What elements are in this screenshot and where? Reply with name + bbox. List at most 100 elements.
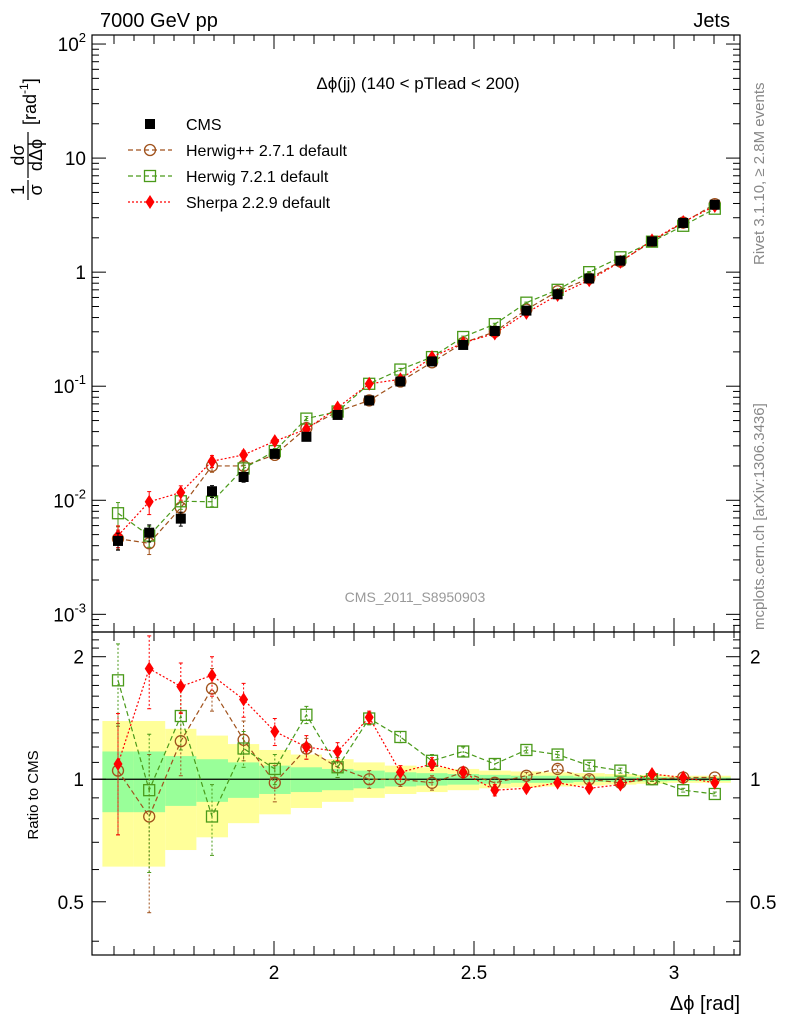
main-y-tick-label: 10-2	[53, 486, 86, 512]
y-tick-base: 10	[53, 377, 74, 398]
legend-marker-sherpa	[145, 195, 155, 209]
chart-title: Δϕ(jj) (140 < pTlead < 200)	[316, 74, 519, 93]
main-y-tick-label: 1	[75, 263, 86, 284]
h7-ratio-point	[268, 762, 281, 776]
main-ylabel: 1 σ dσ dΔϕ [rad-1]	[8, 78, 46, 200]
hpp-ratio-point	[425, 776, 439, 789]
h7-ratio-point	[457, 745, 470, 758]
main-y-tick-label: 10-1	[53, 372, 86, 398]
hpp-ratio-point	[363, 773, 376, 786]
cms-point	[207, 486, 217, 497]
ylabel-dden: dΔϕ	[26, 139, 46, 171]
svg-text:[rad-1]: [rad-1]	[17, 78, 40, 125]
inner-band-bin	[165, 756, 197, 806]
rivet-label: Rivet 3.1.10, ≥ 2.8M events	[751, 83, 768, 266]
sherpa-ratio-point	[458, 765, 468, 780]
h7-ratio-point	[488, 757, 501, 771]
sherpa-ratio-point	[678, 770, 688, 785]
y-tick-exp: -1	[74, 372, 86, 387]
main-y-tick-label: 102	[58, 30, 86, 56]
sherpa-line	[117, 205, 716, 537]
y-tick-exp: -3	[74, 600, 86, 615]
sherpa-point	[176, 485, 186, 500]
sherpa-ratio-point	[207, 668, 217, 683]
sherpa-ratio-point	[584, 781, 594, 796]
ratio-y-tick-label-right: 0.5	[750, 893, 776, 914]
ratio-ylabel: Ratio to CMS	[25, 750, 42, 839]
legend-label-h7: Herwig 7.2.1 default	[186, 169, 329, 186]
cms-point	[647, 236, 657, 247]
header-left: 7000 GeV pp	[100, 10, 218, 32]
cms-point	[301, 431, 312, 442]
cms-point	[584, 273, 595, 284]
cms-point	[364, 395, 375, 406]
sherpa-point	[239, 447, 249, 462]
hpp-point	[363, 394, 376, 407]
cms-point	[113, 535, 123, 546]
x-tick-label: 2.5	[461, 963, 487, 984]
analysis-id: CMS_2011_S8950903	[345, 589, 486, 605]
h7-ratio-point	[174, 709, 187, 723]
ratio-y-tick-label-left: 0.5	[58, 893, 84, 914]
inner-band-bin	[133, 751, 166, 813]
sherpa-ratio-point	[270, 724, 280, 739]
ylabel-unit-close: ]	[20, 78, 40, 83]
x-tick-label: 2	[269, 963, 280, 984]
h7-ratio-point	[205, 810, 219, 823]
hpp-ratio-point	[551, 762, 564, 776]
cms-point	[269, 448, 280, 459]
cms-point	[144, 527, 155, 538]
cms-point	[615, 255, 626, 266]
hpp-ratio-point	[520, 769, 533, 782]
h7-ratio-point	[614, 764, 627, 777]
cms-point	[332, 409, 343, 420]
y-tick-base: 1	[75, 263, 86, 284]
h7-ratio-point	[300, 708, 313, 721]
ylabel-frac-den: σ	[26, 184, 46, 195]
hpp-ratio-point	[268, 776, 281, 789]
cms-point	[709, 199, 720, 210]
main-y-tick-label: 10	[65, 149, 86, 170]
cms-point	[552, 289, 563, 300]
h7-ratio-point	[111, 674, 125, 687]
series-h7	[111, 202, 721, 548]
sherpa-ratio-point	[144, 661, 154, 676]
main-panel-series	[111, 197, 721, 556]
sherpa-ratio-point	[615, 777, 625, 792]
ratio-series-sherpa	[113, 635, 720, 836]
y-tick-base: 10	[53, 491, 74, 512]
y-tick-base: 10	[53, 605, 74, 626]
header-right: Jets	[693, 10, 730, 32]
h7-ratio-point	[583, 759, 596, 772]
cms-point	[427, 356, 437, 367]
ratio-y-tick-label-right: 2	[750, 648, 761, 669]
sherpa-point	[144, 494, 154, 509]
ylabel-unit: [rad	[20, 94, 40, 125]
y-tick-exp: 2	[79, 30, 86, 45]
cms-point	[238, 471, 249, 482]
ratio-y-tick-label-left: 2	[73, 648, 84, 669]
legend-label-cms: CMS	[186, 117, 222, 134]
sherpa-ratio-point	[490, 783, 500, 798]
series-cms	[113, 199, 720, 551]
sherpa-ratio-point	[427, 757, 437, 772]
sherpa-ratio-point	[521, 781, 531, 796]
ratio-uncertainty-bands	[102, 721, 731, 867]
main-y-tick-label: 10-3	[53, 600, 86, 626]
ratio-panel-series	[111, 635, 721, 914]
sherpa-point	[364, 376, 374, 391]
cms-point	[678, 217, 689, 228]
h7-ratio-point	[551, 748, 564, 761]
ratio-plot-border	[91, 631, 741, 956]
cms-point	[489, 325, 500, 336]
ylabel-unit-exp: -1	[17, 83, 31, 94]
sherpa-ratio-point	[239, 692, 249, 707]
y-tick-exp: -2	[74, 486, 86, 501]
ratio-y-tick-label-left: 1	[73, 770, 84, 791]
h7-ratio-point	[237, 742, 250, 755]
y-tick-base: 10	[58, 35, 79, 56]
ratio-y-tick-label-right: 1	[750, 770, 761, 791]
legend-label-hpp: Herwig++ 2.7.1 default	[186, 143, 348, 160]
